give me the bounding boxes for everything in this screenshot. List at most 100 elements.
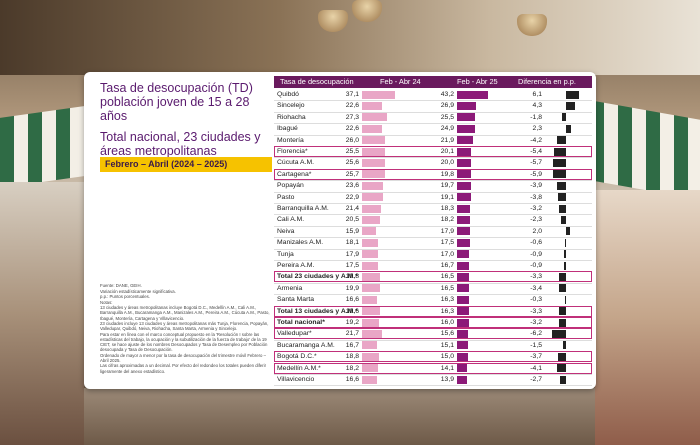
row-label: Pereira A.M. (277, 262, 315, 269)
row-label: Total 23 ciudades y A.M.* (277, 273, 358, 281)
row-label: Barranquilla A.M. (277, 205, 329, 212)
value-difference: -3,9 (530, 182, 542, 190)
bar-2025 (457, 90, 489, 99)
bar-2025 (457, 272, 469, 281)
value-2025: 14,1 (440, 364, 454, 372)
bar-difference (566, 101, 576, 110)
bar-2024 (362, 341, 378, 350)
value-2025: 24,9 (440, 125, 454, 133)
bar-2025 (457, 352, 468, 361)
value-difference: -3,3 (530, 273, 542, 281)
bar-difference (564, 261, 566, 270)
value-difference: -4,2 (530, 136, 542, 144)
value-2024: 18,8 (345, 353, 359, 361)
row-divider (274, 111, 592, 113)
row-divider (274, 385, 592, 387)
value-difference: -2,7 (530, 376, 542, 383)
table-row: Manizales A.M. 18,1 17,5 -0,6 (274, 237, 592, 248)
value-2024: 19,6 (345, 307, 359, 315)
row-label: Tunja (277, 250, 294, 258)
bar-2024 (362, 193, 383, 202)
value-2025: 16,3 (440, 296, 454, 304)
row-divider (274, 351, 592, 353)
bar-difference (564, 238, 566, 247)
value-2025: 15,1 (440, 341, 454, 349)
row-label: Cúcuta A.M. (277, 159, 315, 167)
table-row: Cúcuta A.M. 25,6 20,0 -5,7 (274, 157, 592, 168)
row-label: Manizales A.M. (277, 239, 324, 247)
value-difference: -5,9 (530, 170, 542, 178)
bar-2024 (362, 124, 383, 133)
bar-2025 (457, 329, 469, 338)
row-label: Bucaramanga A.M. (277, 341, 335, 349)
row-divider (274, 100, 592, 102)
table-row: Santa Marta 16,6 16,3 -0,3 (274, 294, 592, 305)
value-2025: 19,7 (440, 182, 454, 190)
row-divider (274, 317, 592, 318)
bar-difference (560, 215, 566, 224)
infographic-card: Tasa de desocupación (TD) población jove… (84, 72, 596, 389)
bar-difference (562, 341, 566, 350)
bar-2025 (457, 204, 471, 213)
bar-2025 (457, 250, 470, 259)
row-label: Riohacha (277, 113, 306, 121)
chart-title: Tasa de desocupación (TD) población jove… (100, 81, 253, 123)
footnote-line: p.p.: Puntos porcentuales. (100, 294, 150, 300)
bar-2024 (362, 272, 380, 281)
footnote-line: Para estar en línea con el marco concept… (100, 331, 268, 353)
footnote-line: Variación estadísticamente significativa… (100, 288, 176, 294)
bar-2024 (362, 295, 377, 304)
value-2025: 21,9 (440, 136, 454, 144)
value-2025: 17,0 (440, 250, 454, 258)
value-difference: -5,7 (530, 159, 542, 167)
table-row: Total nacional* 19,2 16,0 -3,2 (274, 317, 592, 328)
value-difference: -3,4 (530, 284, 542, 292)
value-difference: -3,2 (530, 205, 542, 212)
table-row: Cartagena* 25,7 19,8 -5,9 (274, 168, 592, 180)
value-2024: 26,0 (345, 136, 359, 144)
bar-difference (560, 375, 566, 384)
bar-difference (564, 250, 566, 259)
bar-2025 (457, 101, 477, 110)
bar-2024 (362, 364, 379, 373)
value-2024: 25,7 (345, 170, 359, 178)
row-label: Cali A.M. (277, 216, 305, 224)
value-2024: 37,1 (345, 91, 359, 98)
value-2025: 18,3 (440, 205, 454, 212)
header-col-2024: Feb - Abr 24 (380, 77, 421, 86)
value-2025: 15,0 (440, 353, 454, 361)
table-row: Cali A.M. 20,5 18,2 -2,3 (274, 214, 592, 225)
table-row: Pasto 22,9 19,1 -3,8 (274, 192, 592, 203)
value-difference: -3,8 (530, 193, 542, 201)
value-2025: 20,0 (440, 159, 454, 167)
value-2024: 19,9 (345, 284, 359, 292)
row-label: Villavicencio (277, 376, 315, 383)
row-label: Popayán (277, 182, 304, 190)
value-2024: 20,5 (345, 216, 359, 224)
value-2025: 15,6 (440, 330, 454, 338)
bar-2025 (457, 136, 473, 145)
value-2025: 16,0 (440, 319, 454, 326)
bar-2025 (457, 215, 471, 224)
value-difference: -1,8 (530, 113, 542, 121)
bar-difference (554, 147, 566, 156)
row-divider (274, 271, 592, 273)
chart-subtitle: Total nacional, 23 ciudades y áreas metr… (100, 130, 261, 158)
value-2025: 18,2 (440, 216, 454, 224)
bar-difference (553, 158, 566, 167)
bar-difference (565, 295, 566, 304)
value-2024: 21,7 (345, 330, 359, 338)
bar-2024 (362, 375, 377, 384)
row-divider (274, 339, 592, 341)
bar-difference (556, 364, 566, 373)
bar-2025 (457, 147, 472, 156)
value-2024: 19,2 (345, 319, 359, 326)
footnote-line: Ordenado de mayor a menor por la tasa de… (100, 352, 266, 363)
header-col-name: Tasa de desocupación (280, 77, 354, 86)
value-2025: 17,5 (440, 239, 454, 247)
bar-2025 (457, 113, 476, 122)
bar-difference (552, 329, 566, 338)
table-row: Valledupar* 21,7 15,6 -6,2 (274, 328, 592, 340)
value-2024: 19,8 (345, 273, 359, 281)
bar-2024 (362, 250, 379, 259)
